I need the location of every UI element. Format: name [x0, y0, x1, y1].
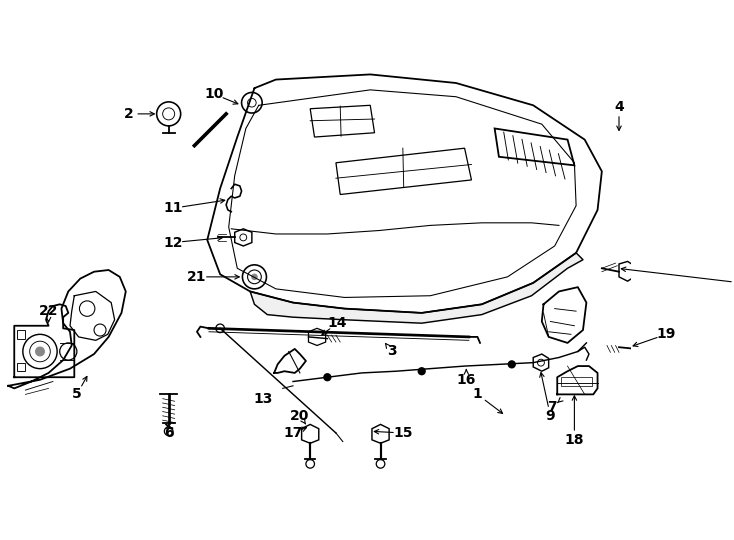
Text: 2: 2: [123, 107, 133, 121]
Text: 18: 18: [564, 433, 584, 447]
Text: 14: 14: [328, 316, 347, 330]
Text: 11: 11: [163, 201, 183, 215]
Text: 16: 16: [457, 373, 476, 387]
Text: 7: 7: [548, 400, 557, 414]
Circle shape: [418, 368, 425, 375]
Text: 15: 15: [393, 426, 413, 440]
Text: 21: 21: [187, 270, 207, 284]
Text: 20: 20: [290, 409, 310, 423]
Text: 13: 13: [253, 392, 273, 406]
Circle shape: [252, 274, 257, 279]
Text: 19: 19: [656, 327, 676, 341]
Text: 5: 5: [72, 387, 81, 401]
Polygon shape: [250, 253, 583, 323]
Text: 12: 12: [163, 235, 183, 249]
Text: 4: 4: [614, 100, 624, 114]
Text: 10: 10: [205, 87, 224, 101]
Text: 22: 22: [39, 304, 58, 318]
Circle shape: [509, 361, 515, 368]
Text: 17: 17: [283, 426, 302, 440]
Text: 1: 1: [473, 387, 482, 401]
Text: 3: 3: [387, 345, 396, 359]
Text: 9: 9: [545, 409, 555, 423]
Circle shape: [36, 347, 44, 356]
Text: 6: 6: [164, 426, 173, 440]
Circle shape: [324, 374, 331, 381]
